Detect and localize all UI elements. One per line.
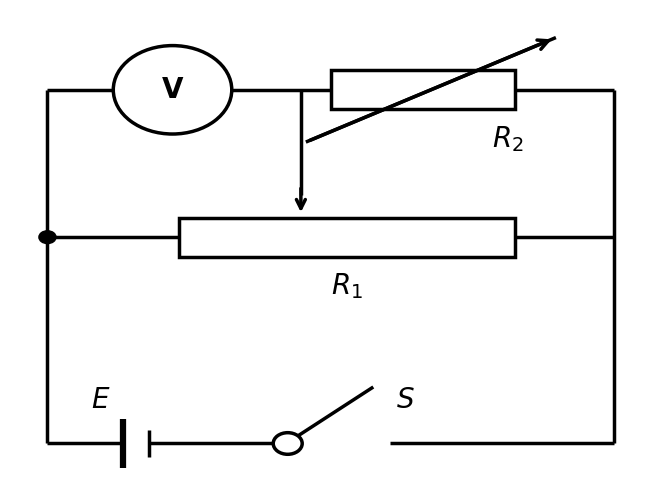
Bar — [330, 70, 515, 110]
Text: $R_2$: $R_2$ — [492, 124, 524, 154]
Text: V: V — [162, 76, 183, 104]
Bar — [179, 217, 515, 257]
Text: $R_1$: $R_1$ — [331, 272, 363, 301]
Circle shape — [39, 231, 56, 244]
Circle shape — [273, 433, 302, 454]
Text: $E$: $E$ — [91, 386, 110, 414]
Text: $S$: $S$ — [397, 386, 415, 414]
Circle shape — [113, 45, 232, 134]
